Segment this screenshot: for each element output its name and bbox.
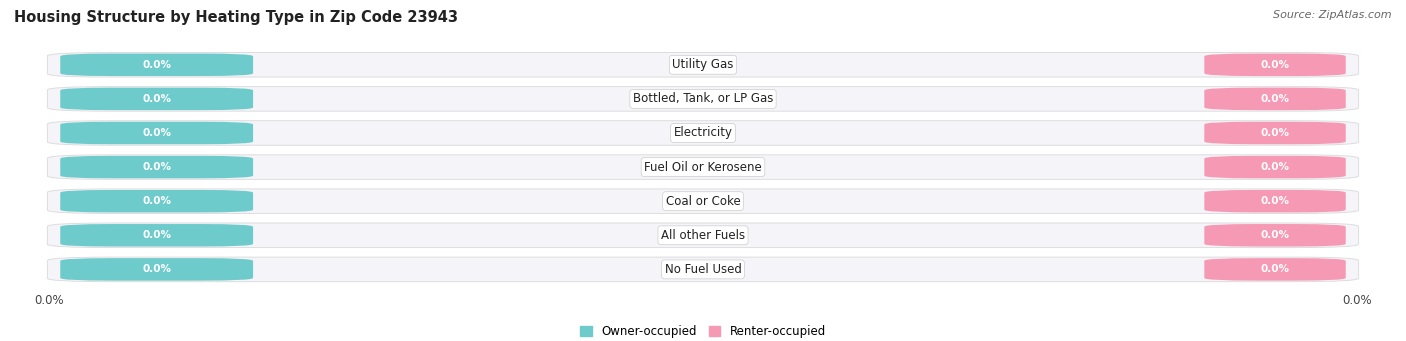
FancyBboxPatch shape (48, 257, 1358, 282)
Text: 0.0%: 0.0% (142, 94, 172, 104)
Text: Electricity: Electricity (673, 127, 733, 139)
FancyBboxPatch shape (48, 189, 1358, 213)
FancyBboxPatch shape (60, 190, 253, 212)
FancyBboxPatch shape (48, 53, 1358, 77)
FancyBboxPatch shape (1205, 258, 1346, 281)
Text: 0.0%: 0.0% (1261, 230, 1289, 240)
Text: 0.0%: 0.0% (142, 128, 172, 138)
FancyBboxPatch shape (60, 122, 253, 144)
Text: 0.0%: 0.0% (142, 162, 172, 172)
Text: 0.0%: 0.0% (1261, 60, 1289, 70)
FancyBboxPatch shape (1205, 190, 1346, 212)
Legend: Owner-occupied, Renter-occupied: Owner-occupied, Renter-occupied (575, 321, 831, 341)
Text: Housing Structure by Heating Type in Zip Code 23943: Housing Structure by Heating Type in Zip… (14, 10, 458, 25)
Text: 0.0%: 0.0% (1341, 294, 1371, 307)
Text: 0.0%: 0.0% (142, 230, 172, 240)
FancyBboxPatch shape (60, 224, 253, 247)
FancyBboxPatch shape (48, 155, 1358, 179)
FancyBboxPatch shape (48, 87, 1358, 111)
FancyBboxPatch shape (60, 156, 253, 178)
Text: 0.0%: 0.0% (142, 196, 172, 206)
FancyBboxPatch shape (1205, 88, 1346, 110)
Text: Utility Gas: Utility Gas (672, 58, 734, 71)
FancyBboxPatch shape (48, 121, 1358, 145)
FancyBboxPatch shape (1205, 54, 1346, 76)
FancyBboxPatch shape (48, 223, 1358, 248)
FancyBboxPatch shape (60, 88, 253, 110)
FancyBboxPatch shape (60, 258, 253, 281)
Text: 0.0%: 0.0% (35, 294, 65, 307)
FancyBboxPatch shape (60, 54, 253, 76)
FancyBboxPatch shape (1205, 122, 1346, 144)
Text: 0.0%: 0.0% (1261, 128, 1289, 138)
FancyBboxPatch shape (1205, 224, 1346, 247)
Text: No Fuel Used: No Fuel Used (665, 263, 741, 276)
Text: 0.0%: 0.0% (142, 264, 172, 275)
Text: 0.0%: 0.0% (1261, 94, 1289, 104)
FancyBboxPatch shape (1205, 156, 1346, 178)
Text: Bottled, Tank, or LP Gas: Bottled, Tank, or LP Gas (633, 92, 773, 105)
Text: Coal or Coke: Coal or Coke (665, 195, 741, 208)
Text: Source: ZipAtlas.com: Source: ZipAtlas.com (1274, 10, 1392, 20)
Text: All other Fuels: All other Fuels (661, 229, 745, 242)
Text: 0.0%: 0.0% (1261, 162, 1289, 172)
Text: 0.0%: 0.0% (1261, 264, 1289, 275)
Text: Fuel Oil or Kerosene: Fuel Oil or Kerosene (644, 161, 762, 174)
Text: 0.0%: 0.0% (142, 60, 172, 70)
Text: 0.0%: 0.0% (1261, 196, 1289, 206)
